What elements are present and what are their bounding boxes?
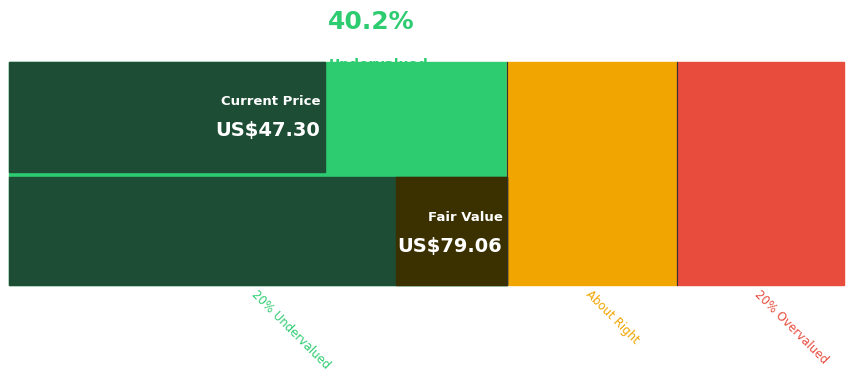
Bar [506,62,676,285]
Text: 40.2%: 40.2% [328,10,415,34]
Bar [676,62,843,285]
Text: Undervalued: Undervalued [328,58,428,72]
Text: Current Price: Current Price [221,95,320,108]
Text: 20% Overvalued: 20% Overvalued [751,288,829,367]
Bar [395,177,506,285]
Text: US$79.06: US$79.06 [397,237,502,256]
Bar [9,62,506,285]
Text: US$47.30: US$47.30 [216,121,320,140]
Bar [9,62,324,171]
Text: 20% Undervalued: 20% Undervalued [248,288,331,372]
Bar [9,177,506,285]
Text: Fair Value: Fair Value [427,211,502,223]
Text: About Right: About Right [582,288,641,347]
